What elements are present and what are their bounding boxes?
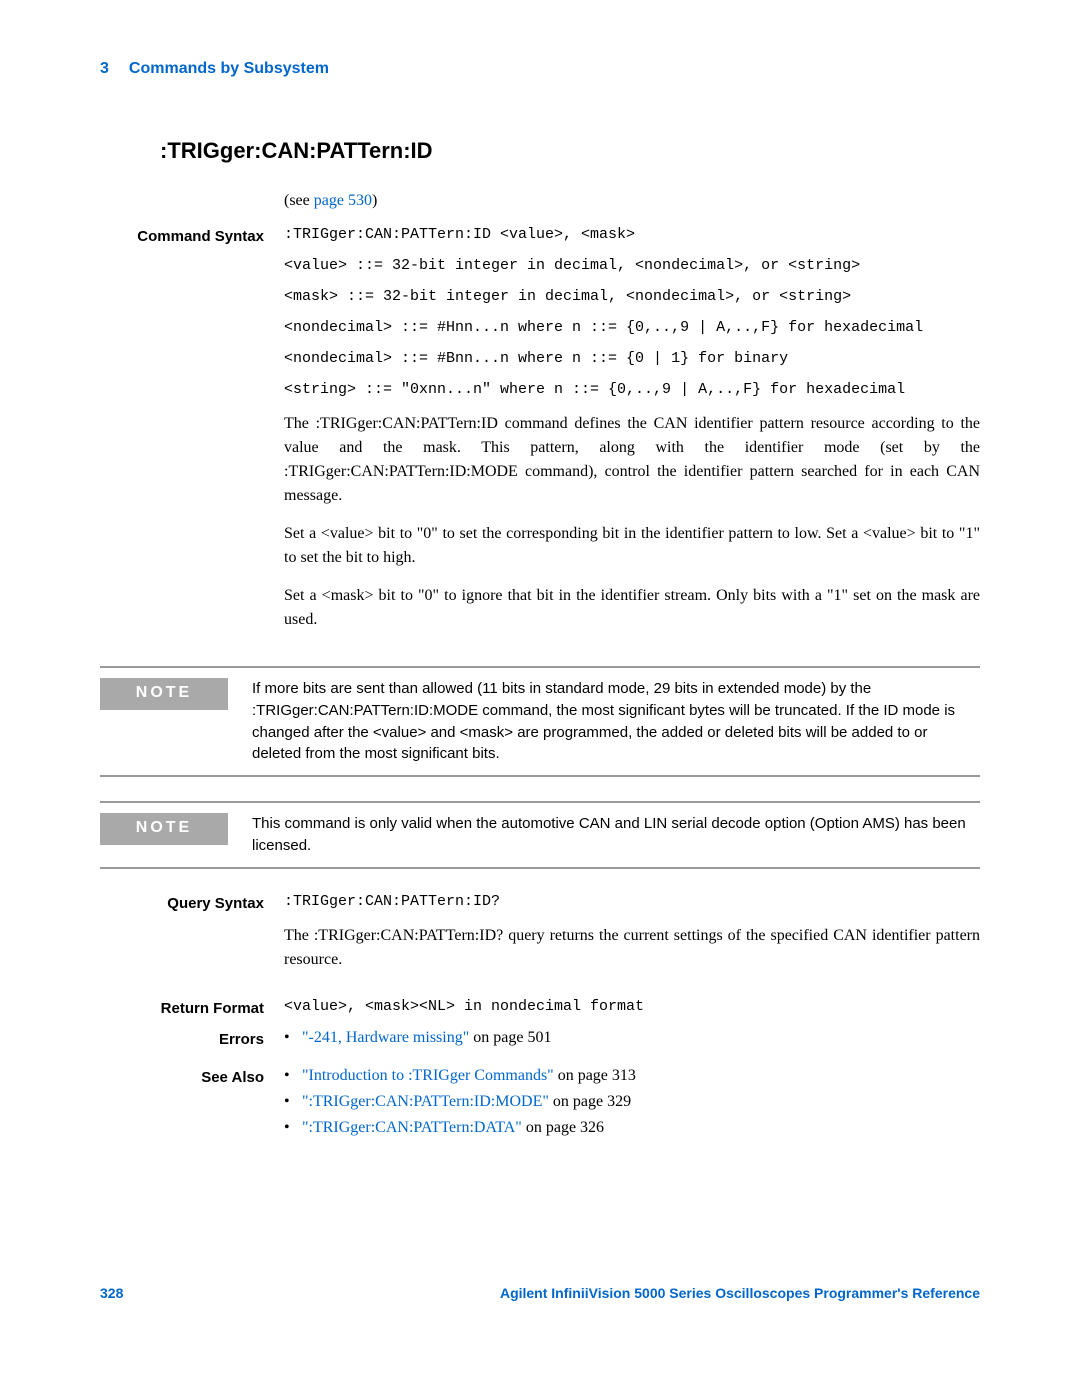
- return-format-code: <value>, <mask><NL> in nondecimal format: [284, 998, 980, 1015]
- errors-suffix: on page 501: [469, 1029, 551, 1046]
- note-label: NOTE: [100, 813, 228, 845]
- command-syntax-label: Command Syntax: [100, 226, 284, 245]
- errors-item: "-241, Hardware missing" on page 501: [284, 1029, 980, 1047]
- see-also-suffix: on page 329: [549, 1093, 631, 1110]
- syntax-line: :TRIGger:CAN:PATTern:ID <value>, <mask>: [284, 226, 980, 243]
- errors-section: Errors "-241, Hardware missing" on page …: [100, 1029, 980, 1055]
- errors-label: Errors: [100, 1029, 284, 1048]
- footer-reference: Agilent InfiniiVision 5000 Series Oscill…: [500, 1285, 980, 1301]
- see-also-suffix: on page 313: [554, 1067, 636, 1084]
- query-syntax-para: The :TRIGger:CAN:PATTern:ID? query retur…: [284, 924, 980, 972]
- return-format-label: Return Format: [100, 998, 284, 1017]
- see-also-link[interactable]: ":TRIGger:CAN:PATTern:DATA": [302, 1119, 522, 1136]
- see-also-suffix: on page 326: [522, 1119, 604, 1136]
- page-header: 3 Commands by Subsystem: [100, 60, 980, 78]
- command-syntax-para: Set a <mask> bit to "0" to ignore that b…: [284, 584, 980, 632]
- chapter-title: Commands by Subsystem: [129, 60, 329, 77]
- return-format-section: Return Format <value>, <mask><NL> in non…: [100, 998, 980, 1017]
- page-footer: 328 Agilent InfiniiVision 5000 Series Os…: [100, 1285, 980, 1301]
- command-syntax-para: The :TRIGger:CAN:PATTern:ID command defi…: [284, 412, 980, 508]
- see-also-link[interactable]: "Introduction to :TRIGger Commands": [302, 1067, 554, 1084]
- query-syntax-label: Query Syntax: [100, 893, 284, 912]
- command-syntax-section: Command Syntax :TRIGger:CAN:PATTern:ID <…: [100, 226, 980, 646]
- intro-line: (see page 530): [284, 192, 980, 210]
- syntax-line: <mask> ::= 32-bit integer in decimal, <n…: [284, 288, 980, 305]
- see-also-list: "Introduction to :TRIGger Commands" on p…: [284, 1067, 980, 1137]
- see-also-content: "Introduction to :TRIGger Commands" on p…: [284, 1067, 980, 1145]
- syntax-line: <value> ::= 32-bit integer in decimal, <…: [284, 257, 980, 274]
- note-block: NOTE If more bits are sent than allowed …: [100, 666, 980, 777]
- note-content: This command is only valid when the auto…: [252, 813, 980, 857]
- note-content: If more bits are sent than allowed (11 b…: [252, 678, 980, 765]
- page-number: 328: [100, 1285, 123, 1301]
- intro-suffix: ): [372, 192, 377, 209]
- see-also-link[interactable]: ":TRIGger:CAN:PATTern:ID:MODE": [302, 1093, 549, 1110]
- note-label: NOTE: [100, 678, 228, 710]
- intro-prefix: (see: [284, 192, 314, 209]
- query-syntax-section: Query Syntax :TRIGger:CAN:PATTern:ID? Th…: [100, 893, 980, 986]
- see-also-item: ":TRIGger:CAN:PATTern:ID:MODE" on page 3…: [284, 1093, 980, 1111]
- errors-link[interactable]: "-241, Hardware missing": [302, 1029, 469, 1046]
- syntax-line: <nondecimal> ::= #Bnn...n where n ::= {0…: [284, 350, 980, 367]
- errors-list: "-241, Hardware missing" on page 501: [284, 1029, 980, 1047]
- intro-page-link[interactable]: page 530: [314, 192, 372, 209]
- syntax-line: <nondecimal> ::= #Hnn...n where n ::= {0…: [284, 319, 980, 336]
- see-also-item: ":TRIGger:CAN:PATTern:DATA" on page 326: [284, 1119, 980, 1137]
- command-syntax-para: Set a <value> bit to "0" to set the corr…: [284, 522, 980, 570]
- syntax-line: <string> ::= "0xnn...n" where n ::= {0,.…: [284, 381, 980, 398]
- query-syntax-code: :TRIGger:CAN:PATTern:ID?: [284, 893, 980, 910]
- see-also-section: See Also "Introduction to :TRIGger Comma…: [100, 1067, 980, 1145]
- note-block: NOTE This command is only valid when the…: [100, 801, 980, 869]
- chapter-number: 3: [100, 60, 109, 77]
- see-also-label: See Also: [100, 1067, 284, 1086]
- query-syntax-content: :TRIGger:CAN:PATTern:ID? The :TRIGger:CA…: [284, 893, 980, 986]
- command-syntax-content: :TRIGger:CAN:PATTern:ID <value>, <mask> …: [284, 226, 980, 646]
- return-format-content: <value>, <mask><NL> in nondecimal format: [284, 998, 980, 1015]
- page-title: :TRIGger:CAN:PATTern:ID: [160, 138, 980, 164]
- see-also-item: "Introduction to :TRIGger Commands" on p…: [284, 1067, 980, 1085]
- errors-content: "-241, Hardware missing" on page 501: [284, 1029, 980, 1055]
